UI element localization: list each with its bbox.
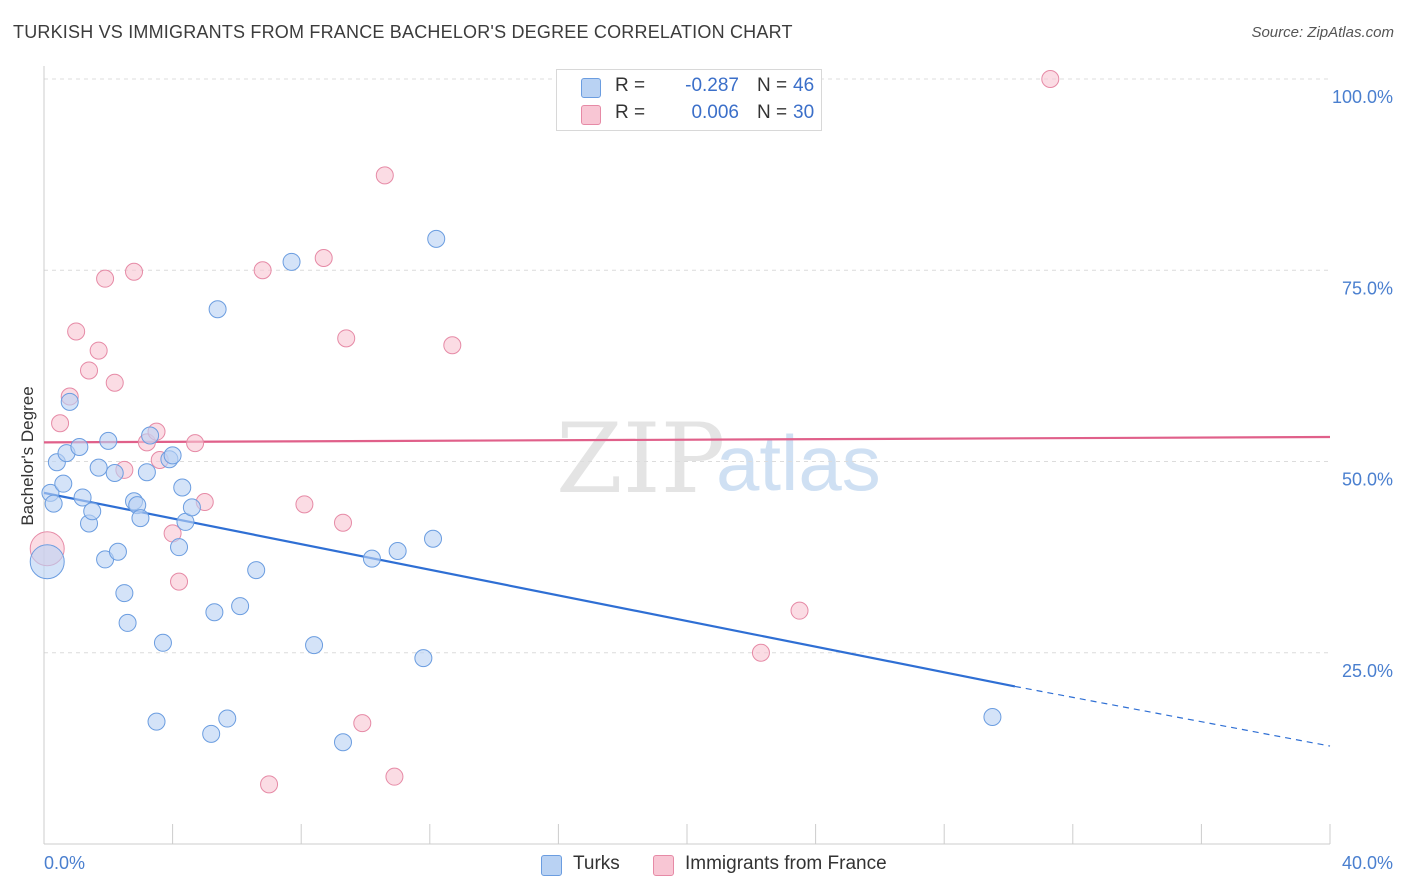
turks-point-39 [362,549,381,568]
turks-legend-swatch [541,855,562,876]
legend-label-turks: Turks [573,853,620,874]
turks-point-20 [137,463,156,482]
france-point-17 [253,261,272,280]
trend-lines [43,435,1331,747]
france-point-25 [385,767,404,786]
turks-point-12 [99,431,118,450]
turks-point-38 [333,733,352,752]
france-trend-line [43,435,1331,444]
france-point-26 [443,336,462,355]
y-tick-label: 50.0% [1342,470,1393,490]
france-point-20 [314,249,333,268]
correlation-stats-box: R = -0.287 N = 46 R = 0.006 N = 30 [556,69,822,131]
axes [43,66,1331,845]
turks-trend-extension [1014,685,1331,747]
turks-point-9 [83,502,102,521]
france-point-29 [1041,70,1060,88]
n-label: N = [757,102,788,123]
turks-point-30 [202,724,221,743]
y-axis-label: Bachelor's Degree [18,386,37,525]
france-point-1 [51,414,70,433]
turks-point-15 [115,584,134,603]
r-label: R = [615,75,646,96]
turks-point-37 [305,636,324,655]
x-tick-label: 40.0% [1342,853,1393,873]
turks-point-10 [89,458,108,477]
france-point-4 [80,361,99,380]
data-points [29,70,1060,794]
r-value: 0.006 [691,102,739,123]
chart-title: TURKISH VS IMMIGRANTS FROM FRANCE BACHEL… [13,22,793,42]
turks-point-0 [29,544,65,580]
n-value: 30 [793,102,815,123]
x-tick-label: 0.0% [44,853,85,873]
turks-point-21 [141,426,160,445]
france-point-28 [790,601,809,620]
france-point-14 [170,572,189,591]
turks-point-26 [170,538,189,557]
france-point-9 [125,262,144,281]
france-point-21 [333,513,352,532]
turks-point-13 [105,463,124,482]
turks-point-14 [108,542,127,561]
france-point-19 [295,495,314,514]
turks-point-7 [73,488,92,507]
source-label: Source: ZipAtlas.com [1251,24,1394,41]
france-point-3 [67,322,86,341]
legend-label-france: Immigrants from France [685,853,887,874]
turks-point-43 [427,229,446,248]
tick-labels: 25.0% 50.0% 75.0% 100.0% 0.0% 40.0% [44,87,1393,873]
y-tick-label: 100.0% [1332,87,1393,107]
watermark-atlas: atlas [716,419,881,507]
turks-swatch [581,78,601,98]
france-point-5 [89,341,108,360]
n-value: 46 [793,75,815,96]
france-point-22 [337,329,356,348]
france-point-7 [105,373,124,392]
france-point-23 [353,714,372,733]
france-legend-swatch [653,855,674,876]
turks-point-32 [208,300,227,319]
turks-point-45 [44,494,63,513]
france-point-18 [260,775,279,794]
watermark-zip: ZIP [556,403,725,515]
turks-point-23 [153,633,172,652]
turks-point-25 [163,446,182,465]
zipatlas-watermark: ZIP atlas [556,403,881,515]
turks-point-42 [424,529,443,548]
france-point-27 [751,643,770,662]
turks-point-40 [388,542,407,561]
turks-point-34 [231,597,250,616]
turks-point-31 [205,603,224,622]
turks-point-5 [60,392,79,411]
turks-point-16 [118,613,137,632]
turks-point-19 [131,509,150,528]
turks-point-44 [983,708,1002,727]
n-label: N = [757,75,788,96]
france-point-6 [96,269,115,288]
turks-point-33 [218,709,237,728]
france-point-24 [375,166,394,185]
france-point-15 [186,434,205,453]
turks-point-3 [54,474,73,493]
y-tick-label: 25.0% [1342,661,1393,681]
turks-trend-line [43,491,1016,688]
y-tick-label: 75.0% [1342,278,1393,298]
turks-point-22 [147,712,166,731]
r-value: -0.287 [685,75,739,96]
turks-point-27 [173,478,192,497]
france-swatch [581,105,601,125]
turks-point-41 [414,649,433,668]
turks-point-29 [182,498,201,517]
turks-point-6 [70,437,89,456]
turks-point-35 [247,561,266,580]
turks-point-36 [282,252,301,271]
grid-lines [44,78,1330,654]
r-label: R = [615,102,646,123]
